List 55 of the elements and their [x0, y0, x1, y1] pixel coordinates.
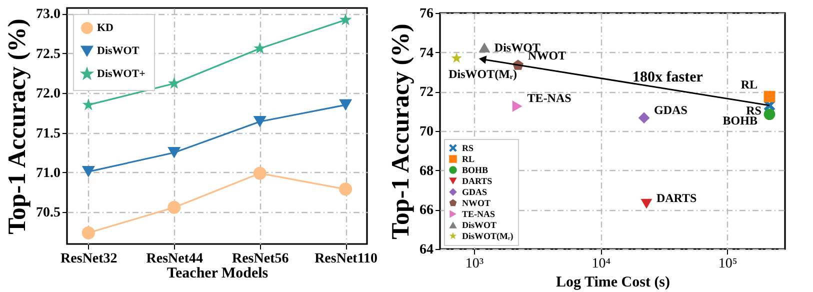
legend-label: KD	[97, 22, 114, 34]
y-tick-label: 70.5	[36, 206, 60, 221]
y-tick-label: 73.0	[36, 7, 60, 22]
x-axis-title: Teacher Models	[166, 266, 268, 282]
point	[253, 116, 266, 128]
x-tick-label: ResNet56	[232, 252, 289, 266]
y-tick-label: 72.0	[36, 86, 60, 102]
x-tick-label: ResNet32	[60, 252, 118, 266]
y-tick-label: 74	[420, 46, 434, 61]
y-tick-label: 66	[420, 203, 434, 218]
point	[339, 182, 352, 196]
y-tick-label: 76	[420, 6, 434, 22]
point	[253, 166, 266, 180]
legend-label: DARTS	[462, 176, 492, 186]
legend-label: DisWOT	[462, 220, 497, 230]
y-tick-label: 68	[420, 164, 434, 179]
text: RL	[740, 78, 758, 92]
legend-label: BOHB	[462, 165, 488, 175]
x-tick-label: ResNet110	[314, 252, 378, 266]
text: GDAS	[654, 102, 688, 117]
x-tick-label: 10⁴	[592, 256, 611, 272]
x-tick-label: 10⁵	[718, 256, 738, 272]
text: DisWOT(Mᵣ)	[448, 67, 517, 82]
y-tick-label: 64	[420, 242, 434, 258]
point	[82, 226, 95, 240]
point	[168, 76, 180, 89]
point	[254, 42, 266, 54]
y-axis-title: Top-1 Accuracy (%)	[388, 24, 414, 240]
y-tick-label: 71.5	[36, 126, 60, 142]
point	[168, 200, 181, 214]
legend-label: GDAS	[462, 187, 488, 197]
legend-label: DisWOT	[97, 45, 140, 57]
point	[82, 166, 95, 178]
point	[168, 146, 181, 158]
legend-label: DisWOT(Mᵣ)	[462, 231, 514, 241]
text: DARTS	[656, 190, 697, 205]
legend-label: RS	[462, 143, 474, 153]
text: RS	[746, 103, 762, 118]
y-tick-label: 72.5	[36, 46, 60, 62]
legend-label: NWOT	[462, 198, 491, 208]
y-tick-label: 70	[420, 124, 434, 140]
point	[82, 98, 95, 110]
text: TE-NAS	[527, 91, 572, 106]
point	[339, 99, 352, 111]
y-tick-label: 72	[420, 85, 434, 100]
x-axis-title: Log Time Cost (s)	[556, 274, 670, 290]
legend-label: RL	[462, 154, 475, 164]
annotation: 180x faster	[632, 70, 704, 86]
legend-label: DisWOT+	[97, 68, 146, 80]
x-tick-label: 10³	[465, 256, 484, 272]
x-tick-label: ResNet44	[146, 252, 204, 266]
y-tick-label: 71.0	[36, 166, 60, 181]
y-axis-title: Top-1 Accuracy (%)	[4, 18, 31, 234]
legend-label: TE-NAS	[462, 209, 496, 219]
point	[339, 13, 352, 26]
